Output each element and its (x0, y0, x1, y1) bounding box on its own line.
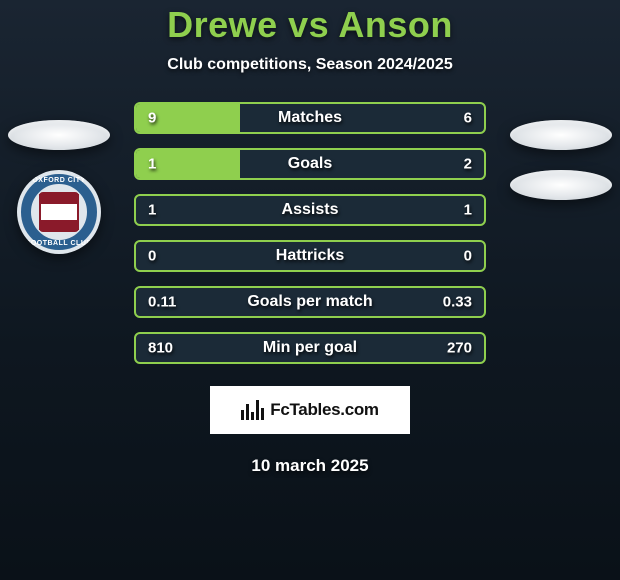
stat-value-right: 2 (464, 156, 472, 173)
stat-value-left: 810 (148, 340, 173, 357)
stat-row: 9 Matches 6 (134, 102, 486, 134)
stat-value-right: 1 (464, 202, 472, 219)
stat-value-left: 1 (148, 156, 156, 173)
stat-label: Goals per match (247, 293, 372, 311)
crest-text-top: OXFORD CITY (32, 177, 85, 184)
stat-row: 0.11 Goals per match 0.33 (134, 286, 486, 318)
stat-row: 1 Goals 2 (134, 148, 486, 180)
stat-value-right: 6 (464, 110, 472, 127)
left-club-crest: OXFORD CITY FOOTBALL CLUB (17, 170, 101, 254)
crest-stripe (39, 220, 79, 230)
player-placeholder-avatar-right (510, 120, 612, 150)
stat-value-right: 0 (464, 248, 472, 265)
stat-label: Matches (278, 109, 342, 127)
stat-label: Hattricks (276, 247, 344, 265)
page-title: Drewe vs Anson (0, 4, 620, 46)
stat-row: 810 Min per goal 270 (134, 332, 486, 364)
stat-row: 0 Hattricks 0 (134, 240, 486, 272)
stat-value-left: 0.11 (148, 294, 176, 311)
crest-stripe (39, 194, 79, 204)
subtitle: Club competitions, Season 2024/2025 (0, 56, 620, 74)
attribution-badge: FcTables.com (210, 386, 410, 434)
crest-ring (21, 174, 97, 250)
crest-text-bot: FOOTBALL CLUB (26, 240, 92, 247)
player-placeholder-avatar-left (8, 120, 110, 150)
stat-value-right: 270 (447, 340, 472, 357)
attribution-text: FcTables.com (270, 400, 379, 420)
club-placeholder-avatar-right (510, 170, 612, 200)
stat-row: 1 Assists 1 (134, 194, 486, 226)
left-player-badges: OXFORD CITY FOOTBALL CLUB (8, 120, 110, 254)
stat-label: Min per goal (263, 339, 357, 357)
comparison-card: Drewe vs Anson Club competitions, Season… (0, 0, 620, 580)
stat-label: Assists (282, 201, 339, 219)
stat-value-left: 0 (148, 248, 156, 265)
date-label: 10 march 2025 (0, 456, 620, 476)
right-player-badges (510, 120, 612, 200)
stat-value-right: 0.33 (443, 294, 472, 311)
crest-inner (39, 192, 79, 232)
stat-label: Goals (288, 155, 332, 173)
bar-chart-icon (241, 400, 264, 420)
stat-value-left: 1 (148, 202, 156, 219)
stat-value-left: 9 (148, 110, 156, 127)
stats-list: 9 Matches 6 1 Goals 2 1 Assists 1 0 Hattricks 0 0.11… (134, 102, 486, 364)
